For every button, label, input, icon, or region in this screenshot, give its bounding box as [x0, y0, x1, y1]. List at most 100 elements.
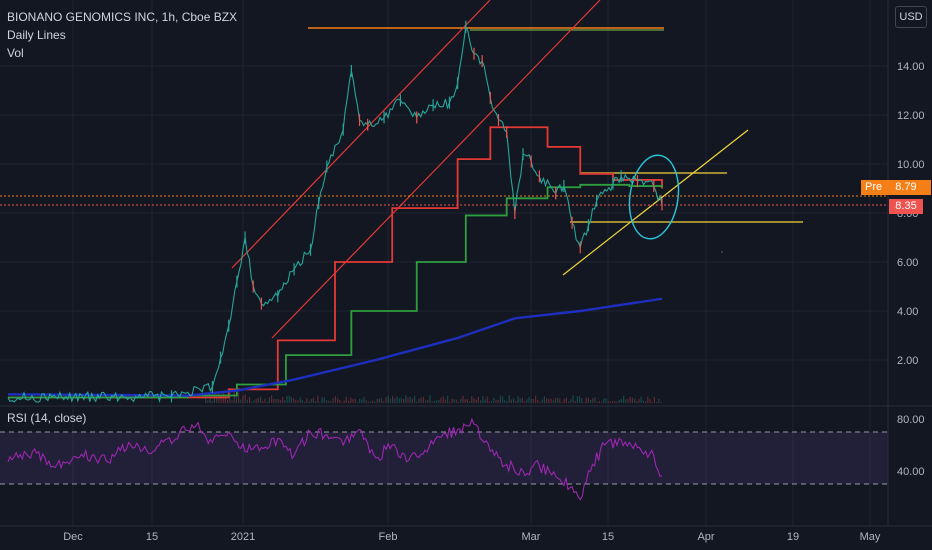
time-tick-label: 19 — [787, 531, 799, 543]
volume-bar — [264, 398, 266, 403]
volume-bar — [455, 399, 457, 403]
volume-bar — [482, 395, 484, 403]
volume-bar — [480, 400, 482, 403]
volume-bar — [541, 399, 543, 403]
volume-bar — [506, 401, 508, 403]
volume-bar — [491, 401, 493, 403]
volume-bar — [620, 398, 622, 403]
volume-bar — [321, 397, 323, 403]
volume-bar — [625, 399, 627, 403]
volume-bar — [348, 400, 350, 403]
volume-bar — [495, 400, 497, 403]
volume-bar — [396, 396, 398, 403]
volume-bar — [312, 397, 314, 403]
price-axis[interactable]: 14.0012.0010.008.006.004.002.0080.0040.0… — [887, 0, 925, 526]
volume-bar — [273, 398, 275, 403]
volume-bar — [429, 395, 431, 403]
volume-bar — [332, 398, 334, 403]
volume-bar — [458, 401, 460, 403]
volume-bar — [444, 399, 446, 403]
volume-bar — [438, 399, 440, 403]
volume-bar — [385, 397, 387, 403]
last-value: 8.35 — [895, 200, 917, 212]
price-tick-label: 4.00 — [897, 306, 918, 318]
volume-bar — [286, 395, 288, 403]
volume-bar — [581, 398, 583, 403]
rsi-band — [0, 432, 888, 484]
price-tick-label: 2.00 — [897, 355, 918, 367]
volume-bar — [460, 398, 462, 403]
volume-bar — [440, 397, 442, 403]
volume-bar — [532, 398, 534, 403]
volume-bar — [631, 397, 633, 403]
volume-bar — [660, 401, 662, 403]
volume-bar — [383, 401, 385, 403]
volume-bar — [528, 396, 530, 403]
volume-bar — [548, 398, 550, 403]
highlight-circle — [628, 154, 680, 240]
ma-green-line — [8, 183, 663, 399]
symbol-title[interactable]: BIONANO GENOMICS INC, 1h, Cboe BZX — [7, 10, 238, 24]
volume-bar — [537, 400, 539, 403]
volume-bar — [310, 398, 312, 403]
time-tick-label: Dec — [63, 531, 83, 543]
volume-bar — [499, 395, 501, 403]
volume-bar — [295, 399, 297, 403]
volume-bar — [306, 397, 308, 403]
volume-bar — [565, 397, 567, 403]
volume-bar — [574, 400, 576, 403]
volume-bar — [216, 398, 218, 403]
volume-bar — [381, 398, 383, 403]
volume-bar — [251, 401, 253, 403]
volume-bar — [244, 394, 246, 403]
pre-value: 8.79 — [895, 181, 917, 193]
rsi-pane — [0, 417, 888, 501]
volume-bar — [658, 398, 660, 403]
volume-bar — [315, 401, 317, 403]
volume-bar — [497, 399, 499, 403]
volume-bar — [647, 396, 649, 403]
volume-bar — [308, 401, 310, 403]
volume-bar — [585, 397, 587, 403]
volume-bar — [618, 399, 620, 403]
volume-bar — [605, 398, 607, 403]
daily-lines-indicator[interactable]: Daily Lines — [7, 28, 66, 42]
volume-bar — [392, 395, 394, 403]
volume-bar — [451, 398, 453, 403]
volume-bar — [612, 400, 614, 403]
rising-trendline — [562, 129, 749, 276]
volume-bar — [350, 397, 352, 403]
volume-bar — [510, 399, 512, 403]
volume-bar — [238, 392, 240, 403]
volume-bar — [623, 395, 625, 403]
volume-bar — [638, 399, 640, 403]
volume-bar — [477, 396, 479, 403]
price-line — [7, 24, 663, 404]
volume-indicator[interactable]: Vol — [7, 46, 24, 60]
volume-bar — [572, 395, 574, 403]
time-axis[interactable]: Dec 15 2021 Feb Mar 15 Apr 19 May — [63, 531, 881, 543]
volume-bar — [372, 400, 374, 403]
time-tick-label: Apr — [697, 531, 714, 543]
volume-bar — [493, 397, 495, 403]
volume-bar — [363, 396, 365, 403]
currency-button[interactable]: USD — [895, 6, 927, 28]
volume-bar — [651, 401, 653, 403]
volume-bar — [436, 400, 438, 403]
volume-bar — [389, 398, 391, 403]
volume-bar — [583, 401, 585, 403]
volume-bar — [220, 395, 222, 403]
volume-bar — [517, 396, 519, 403]
volume-bar — [271, 395, 273, 403]
rsi-tick-label: 40.00 — [897, 466, 925, 478]
volume-bar — [405, 395, 407, 403]
volume-bar — [209, 395, 211, 403]
rsi-label[interactable]: RSI (14, close) — [7, 411, 87, 425]
volume-bar — [246, 399, 248, 403]
volume-bar — [317, 395, 319, 403]
rsi-line — [7, 417, 662, 501]
volume-bar — [227, 399, 229, 403]
volume-bar — [596, 401, 598, 403]
volume-bar — [592, 397, 594, 403]
